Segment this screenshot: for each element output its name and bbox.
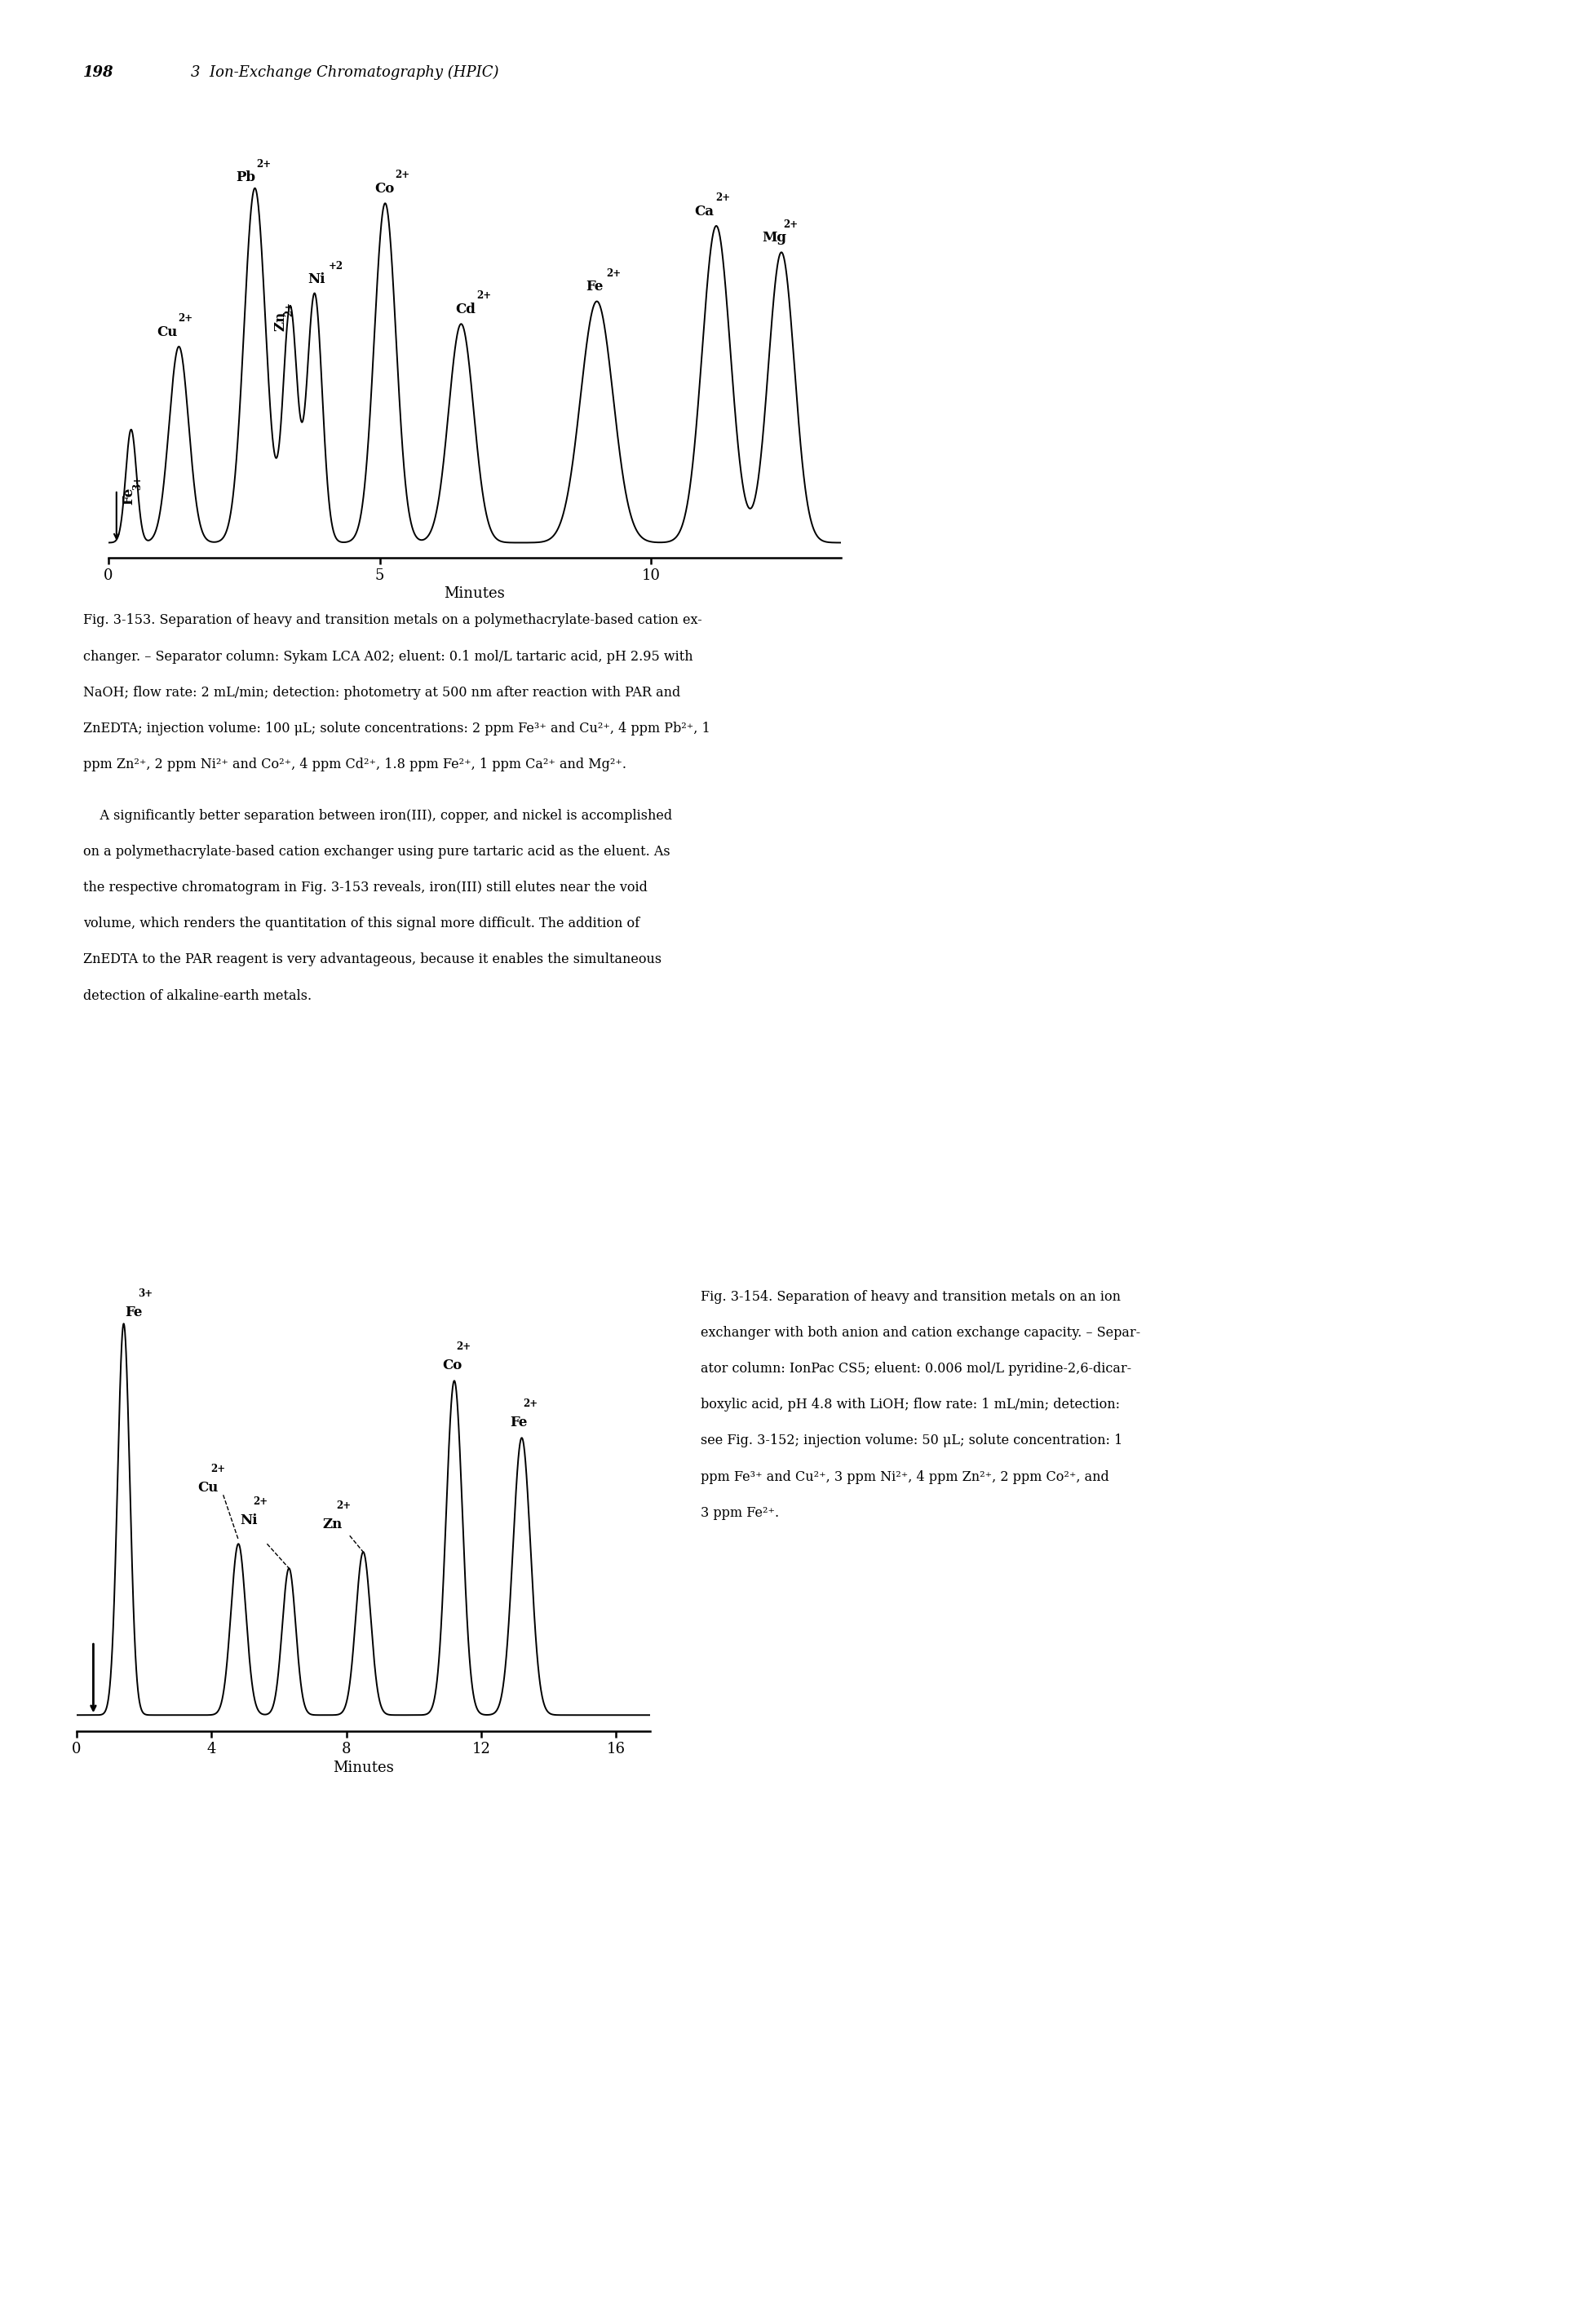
Text: Cu: Cu	[158, 325, 178, 339]
Text: 3+: 3+	[132, 474, 143, 490]
Text: Fe: Fe	[126, 1306, 143, 1320]
Text: Fe: Fe	[510, 1415, 527, 1429]
Text: 2+: 2+	[784, 218, 798, 230]
Text: ZnEDTA; injection volume: 100 μL; solute concentrations: 2 ppm Fe³⁺ and Cu²⁺, 4 : ZnEDTA; injection volume: 100 μL; solute…	[83, 720, 710, 734]
Text: changer. – Separator column: Sykam LCA A02; eluent: 0.1 mol/L tartaric acid, pH : changer. – Separator column: Sykam LCA A…	[83, 648, 693, 662]
Text: 198: 198	[83, 65, 113, 79]
Text: ator column: IonPac CS5; eluent: 0.006 mol/L pyridine-2,6-dicar-: ator column: IonPac CS5; eluent: 0.006 m…	[701, 1362, 1131, 1376]
Text: 2+: 2+	[210, 1464, 226, 1473]
Text: Mg: Mg	[763, 230, 787, 244]
Text: 2+: 2+	[607, 267, 621, 279]
Text: 2+: 2+	[256, 158, 271, 170]
X-axis label: Minutes: Minutes	[444, 586, 505, 602]
Text: Co: Co	[443, 1360, 462, 1373]
Text: ZnEDTA to the PAR reagent is very advantageous, because it enables the simultane: ZnEDTA to the PAR reagent is very advant…	[83, 953, 661, 967]
Text: 2+: 2+	[253, 1497, 268, 1508]
Text: exchanger with both anion and cation exchange capacity. – Separ-: exchanger with both anion and cation exc…	[701, 1325, 1141, 1339]
Text: NaOH; flow rate: 2 mL/min; detection: photometry at 500 nm after reaction with P: NaOH; flow rate: 2 mL/min; detection: ph…	[83, 686, 680, 700]
Text: A significantly better separation between iron(III), copper, and nickel is accom: A significantly better separation betwee…	[83, 809, 672, 823]
Text: 2+: 2+	[523, 1399, 537, 1408]
Text: 3 ppm Fe²⁺.: 3 ppm Fe²⁺.	[701, 1506, 779, 1520]
Text: ppm Zn²⁺, 2 ppm Ni²⁺ and Co²⁺, 4 ppm Cd²⁺, 1.8 ppm Fe²⁺, 1 ppm Ca²⁺ and Mg²⁺.: ppm Zn²⁺, 2 ppm Ni²⁺ and Co²⁺, 4 ppm Cd²…	[83, 758, 626, 772]
Text: Cu: Cu	[198, 1480, 218, 1494]
Text: Ni: Ni	[307, 272, 325, 286]
Text: Fig. 3-154. Separation of heavy and transition metals on an ion: Fig. 3-154. Separation of heavy and tran…	[701, 1290, 1121, 1304]
Text: Zn: Zn	[274, 311, 288, 332]
Text: +2: +2	[328, 260, 344, 272]
Text: Fig. 3-153. Separation of heavy and transition metals on a polymethacrylate-base: Fig. 3-153. Separation of heavy and tran…	[83, 614, 703, 627]
Text: on a polymethacrylate-based cation exchanger using pure tartaric acid as the elu: on a polymethacrylate-based cation excha…	[83, 846, 669, 858]
Text: detection of alkaline-earth metals.: detection of alkaline-earth metals.	[83, 990, 311, 1002]
Text: 3  Ion-Exchange Chromatography (HPIC): 3 Ion-Exchange Chromatography (HPIC)	[191, 65, 499, 79]
Text: Ni: Ni	[241, 1513, 258, 1527]
Text: 2+: 2+	[715, 193, 730, 202]
Text: boxylic acid, pH 4.8 with LiOH; flow rate: 1 mL/min; detection:: boxylic acid, pH 4.8 with LiOH; flow rat…	[701, 1397, 1120, 1411]
Text: the respective chromatogram in Fig. 3-153 reveals, iron(III) still elutes near t: the respective chromatogram in Fig. 3-15…	[83, 881, 647, 895]
Text: Pb: Pb	[236, 170, 255, 184]
Text: see Fig. 3-152; injection volume: 50 μL; solute concentration: 1: see Fig. 3-152; injection volume: 50 μL;…	[701, 1434, 1123, 1448]
Text: Fe: Fe	[586, 279, 604, 293]
Text: 2+: 2+	[178, 314, 193, 323]
Text: volume, which renders the quantitation of this signal more difficult. The additi: volume, which renders the quantitation o…	[83, 916, 639, 930]
X-axis label: Minutes: Minutes	[333, 1759, 393, 1776]
Text: 2+: 2+	[284, 302, 295, 316]
Text: ppm Fe³⁺ and Cu²⁺, 3 ppm Ni²⁺, 4 ppm Zn²⁺, 2 ppm Co²⁺, and: ppm Fe³⁺ and Cu²⁺, 3 ppm Ni²⁺, 4 ppm Zn²…	[701, 1471, 1109, 1483]
Text: Co: Co	[374, 181, 393, 195]
Text: Zn: Zn	[323, 1518, 342, 1532]
Text: 2+: 2+	[456, 1341, 472, 1353]
Text: 2+: 2+	[336, 1501, 350, 1511]
Text: Cd: Cd	[456, 302, 476, 316]
Text: 3+: 3+	[139, 1287, 153, 1299]
Text: Fe: Fe	[123, 488, 135, 504]
Text: 2+: 2+	[395, 170, 409, 181]
Text: Ca: Ca	[695, 205, 714, 218]
Text: 2+: 2+	[476, 290, 491, 302]
